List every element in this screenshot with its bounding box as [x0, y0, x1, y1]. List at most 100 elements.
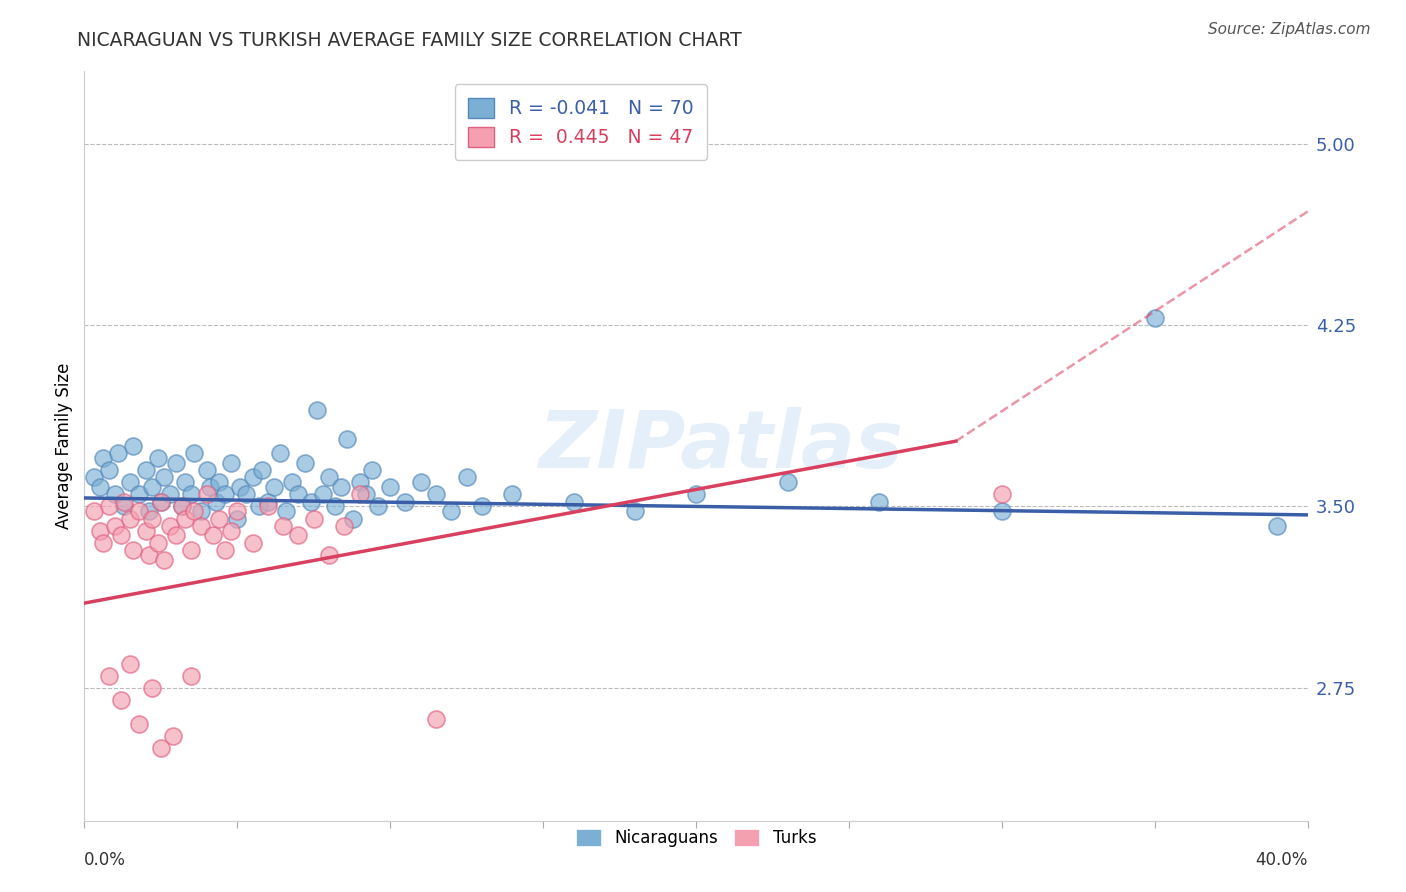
- Point: [122, 439, 145, 453]
- Point: [214, 487, 236, 501]
- Point: [685, 487, 707, 501]
- Point: [135, 463, 157, 477]
- Point: [172, 500, 194, 514]
- Point: [776, 475, 799, 490]
- Point: [89, 480, 111, 494]
- Point: [208, 511, 231, 525]
- Point: [97, 500, 120, 514]
- Point: [425, 487, 447, 501]
- Point: [342, 511, 364, 525]
- Legend: Nicaraguans, Turks: Nicaraguans, Turks: [569, 822, 823, 854]
- Point: [201, 528, 224, 542]
- Point: [190, 518, 212, 533]
- Point: [318, 470, 340, 484]
- Point: [165, 456, 187, 470]
- Point: [162, 729, 184, 743]
- Point: [141, 480, 163, 494]
- Point: [250, 463, 273, 477]
- Point: [174, 475, 197, 490]
- Point: [367, 500, 389, 514]
- Text: ZIPatlas: ZIPatlas: [538, 407, 903, 485]
- Point: [112, 494, 135, 508]
- Point: [305, 402, 328, 417]
- Point: [120, 475, 142, 490]
- Point: [138, 504, 160, 518]
- Point: [269, 446, 291, 460]
- Point: [336, 432, 359, 446]
- Point: [1265, 518, 1288, 533]
- Point: [214, 543, 236, 558]
- Point: [138, 548, 160, 562]
- Point: [205, 494, 228, 508]
- Point: [159, 518, 181, 533]
- Point: [281, 475, 304, 490]
- Point: [180, 543, 202, 558]
- Point: [685, 136, 707, 151]
- Point: [128, 717, 150, 731]
- Point: [183, 446, 205, 460]
- Point: [135, 524, 157, 538]
- Point: [174, 511, 197, 525]
- Point: [1143, 310, 1166, 325]
- Point: [122, 543, 145, 558]
- Point: [302, 511, 325, 525]
- Point: [195, 463, 218, 477]
- Point: [195, 487, 218, 501]
- Point: [141, 511, 163, 525]
- Point: [287, 528, 309, 542]
- Point: [91, 535, 114, 549]
- Point: [294, 456, 316, 470]
- Point: [153, 552, 176, 566]
- Point: [110, 528, 132, 542]
- Point: [380, 480, 402, 494]
- Point: [83, 504, 105, 518]
- Point: [624, 504, 647, 518]
- Point: [991, 487, 1014, 501]
- Point: [226, 511, 249, 525]
- Point: [128, 504, 150, 518]
- Point: [226, 504, 249, 518]
- Point: [149, 494, 172, 508]
- Point: [97, 668, 120, 682]
- Point: [172, 500, 194, 514]
- Point: [242, 535, 264, 549]
- Point: [471, 500, 494, 514]
- Point: [257, 494, 280, 508]
- Point: [242, 470, 264, 484]
- Point: [349, 475, 371, 490]
- Point: [104, 487, 127, 501]
- Point: [502, 487, 524, 501]
- Y-axis label: Average Family Size: Average Family Size: [55, 363, 73, 529]
- Point: [190, 504, 212, 518]
- Point: [235, 487, 257, 501]
- Point: [219, 524, 242, 538]
- Point: [146, 451, 169, 466]
- Point: [409, 475, 432, 490]
- Point: [312, 487, 335, 501]
- Point: [299, 494, 322, 508]
- Point: [159, 487, 181, 501]
- Point: [330, 480, 353, 494]
- Point: [149, 494, 172, 508]
- Point: [219, 456, 242, 470]
- Point: [146, 535, 169, 549]
- Point: [149, 741, 172, 756]
- Point: [991, 504, 1014, 518]
- Text: 40.0%: 40.0%: [1256, 851, 1308, 869]
- Point: [104, 518, 127, 533]
- Point: [141, 681, 163, 695]
- Point: [229, 480, 252, 494]
- Point: [271, 518, 294, 533]
- Point: [440, 504, 463, 518]
- Point: [354, 487, 377, 501]
- Point: [112, 500, 135, 514]
- Point: [107, 446, 129, 460]
- Point: [318, 548, 340, 562]
- Point: [89, 524, 111, 538]
- Point: [349, 487, 371, 501]
- Point: [869, 494, 891, 508]
- Point: [562, 494, 585, 508]
- Point: [333, 518, 356, 533]
- Point: [287, 487, 309, 501]
- Point: [97, 463, 120, 477]
